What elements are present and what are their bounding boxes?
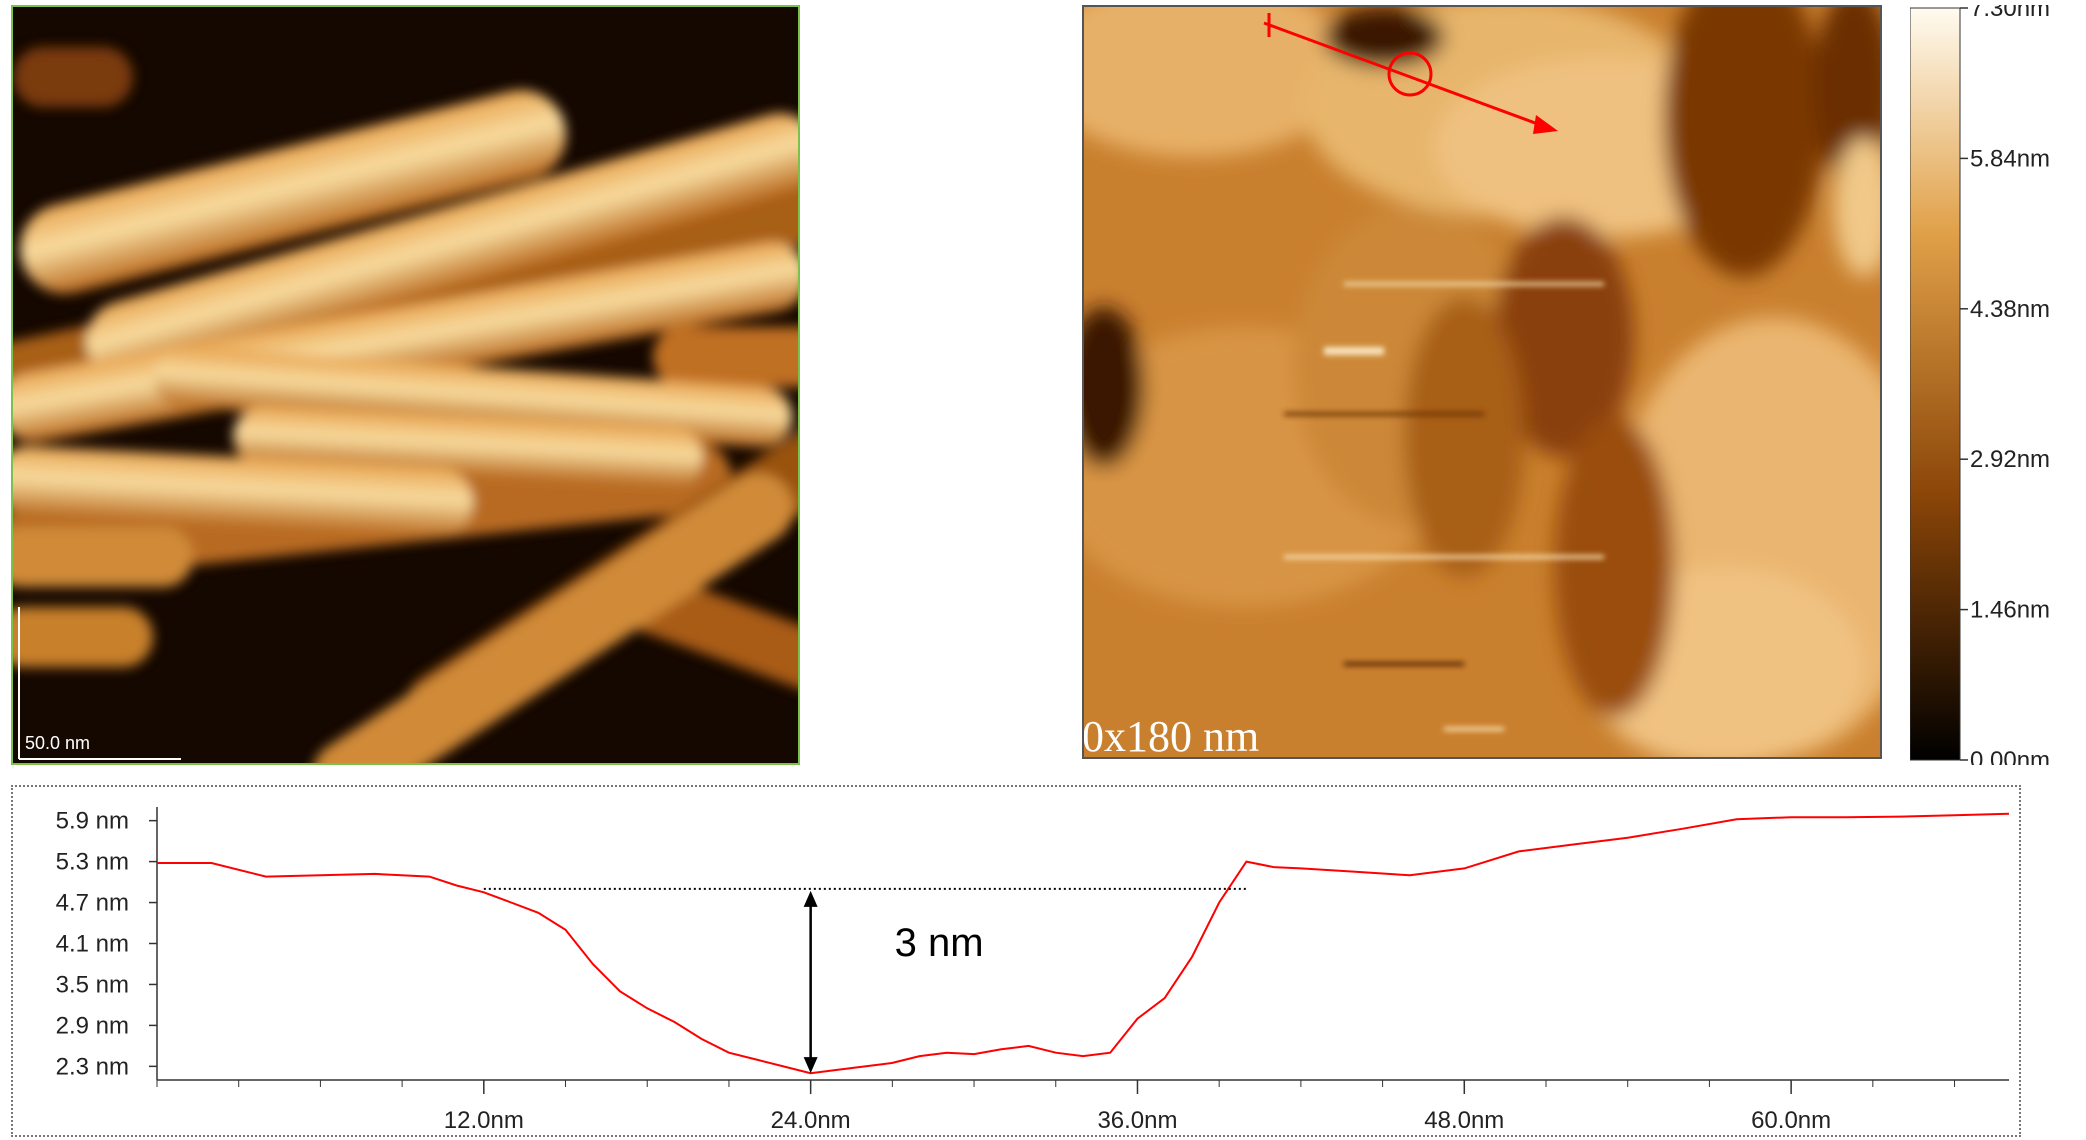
y-tick-label: 3.5 nm xyxy=(56,971,129,998)
afm-surface-graphic: 0x180 nm xyxy=(1084,7,1880,759)
colorbar-tick-label: 4.38nm xyxy=(1970,296,2050,323)
x-tick-label: 36.0nm xyxy=(1097,1107,1177,1134)
colorbar-graphic: 7.30nm 5.84nm 4.38nm 2.92nm 1.46nm 0.00nm xyxy=(1909,0,2050,774)
arrow-down-icon xyxy=(803,1057,818,1074)
scale-bar-label: 50.0 nm xyxy=(25,733,90,753)
colorbar-tick-label: 2.92nm xyxy=(1970,446,2050,473)
y-tick-label: 4.7 nm xyxy=(56,890,129,917)
x-tick-label: 60.0nm xyxy=(1751,1107,1831,1134)
colorbar-tick-label: 1.46nm xyxy=(1970,597,2050,624)
y-tick-label: 5.3 nm xyxy=(56,849,129,876)
colorbar-tick-label: 5.84nm xyxy=(1970,145,2050,172)
colorbar-tick-label: 0.00nm xyxy=(1970,747,2050,765)
x-tick-label: 24.0nm xyxy=(771,1107,851,1134)
image-size-label: 0x180 nm xyxy=(1084,712,1259,759)
afm-image-nanorods: 50.0 nm xyxy=(11,5,800,765)
afm-nanorods-graphic: 50.0 nm xyxy=(13,7,798,763)
profile-line[interactable] xyxy=(1263,21,1547,129)
profile-cursor-circle[interactable] xyxy=(1387,51,1433,97)
afm-image-surface: 0x180 nm xyxy=(1082,5,1882,759)
height-profile-chart: 12.0nm 24.0nm 36.0nm 48.0nm 60.0nm 5.9 nm 5.3 … xyxy=(11,785,2021,1137)
colorbar-tick-label: 7.30nm xyxy=(1970,5,2050,22)
y-tick-label: 4.1 nm xyxy=(56,931,129,958)
profile-arrow-icon xyxy=(1533,115,1558,134)
profile-series-line xyxy=(157,812,2010,1075)
y-tick-label: 2.9 nm xyxy=(56,1012,129,1039)
x-tick-label: 12.0nm xyxy=(444,1107,524,1134)
x-tick-label: 48.0nm xyxy=(1424,1107,1504,1134)
height-colorbar: 7.30nm 5.84nm 4.38nm 2.92nm 1.46nm 0.00nm xyxy=(1909,0,2086,774)
arrow-up-icon xyxy=(803,890,818,907)
y-tick-label: 5.9 nm xyxy=(56,808,129,835)
y-tick-label: 2.3 nm xyxy=(56,1053,129,1080)
colorbar-gradient xyxy=(1909,7,1961,761)
profile-chart-svg: 12.0nm 24.0nm 36.0nm 48.0nm 60.0nm 5.9 nm 5.3 … xyxy=(56,807,2010,1134)
height-annotation-label: 3 nm xyxy=(895,921,984,965)
